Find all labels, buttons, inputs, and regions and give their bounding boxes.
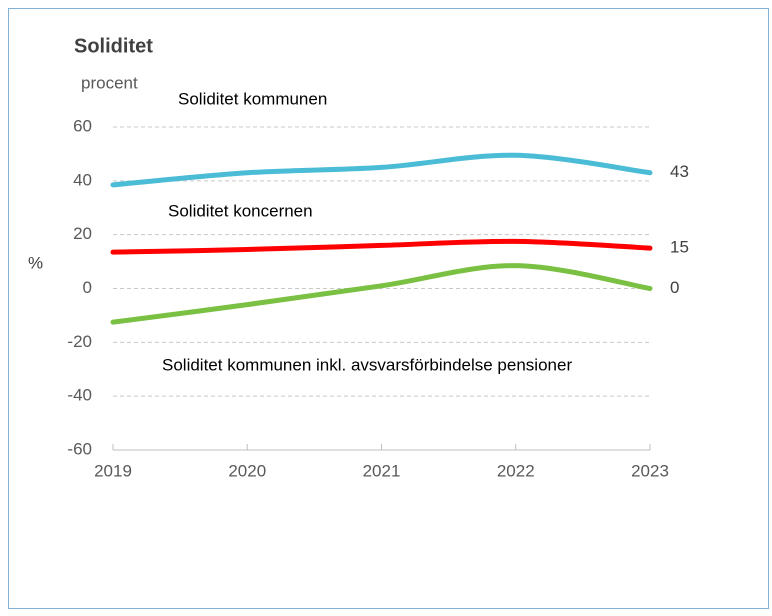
y-tick-label: 20	[73, 224, 92, 243]
series-line	[110, 263, 653, 325]
x-tick-label: 2022	[497, 461, 535, 480]
chart-border	[8, 8, 769, 609]
series-line	[110, 238, 653, 255]
y-tick-label: 0	[83, 278, 92, 297]
data-label: 43	[670, 162, 689, 181]
series-name: Soliditet koncernen	[168, 201, 313, 220]
x-tick-label: 2021	[363, 461, 401, 480]
y-tick-label: -60	[67, 439, 92, 458]
series-line	[110, 152, 653, 188]
series-name: Soliditet kommunen inkl. avsvarsförbinde…	[162, 355, 572, 374]
y-tick-label: -20	[67, 332, 92, 351]
y-tick-label: 60	[73, 116, 92, 135]
y-tick-label: -40	[67, 386, 92, 405]
x-tick-label: 2019	[94, 461, 132, 480]
y-tick-label: 40	[73, 170, 92, 189]
series-name: Soliditet kommunen	[178, 89, 327, 108]
data-label: 0	[670, 278, 679, 297]
x-tick-label: 2023	[631, 461, 669, 480]
data-label: 15	[670, 238, 689, 257]
subtitle: procent	[81, 73, 138, 92]
chart-title: Soliditet	[74, 35, 153, 57]
x-tick-label: 2020	[228, 461, 266, 480]
y-axis-label: %	[28, 253, 43, 272]
